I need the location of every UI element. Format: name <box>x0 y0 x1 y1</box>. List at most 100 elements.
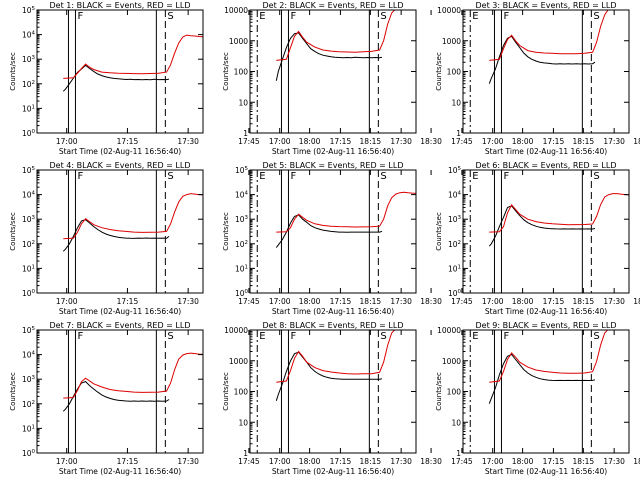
plot-frame <box>462 329 630 454</box>
x-tick-label: 17:30 <box>390 457 412 466</box>
marker-letter-e: E <box>472 331 478 342</box>
x-tick-label: 17:15 <box>330 137 352 146</box>
panel-title: Det 7: BLACK = Events, RED = LLD <box>50 321 191 330</box>
y-tick-label: 1000 <box>229 357 248 366</box>
x-tick-label: 17:30 <box>390 297 412 306</box>
marker-letter-f: F <box>503 171 509 182</box>
y-tick-label: 103 <box>22 215 36 224</box>
x-tick-label: 17:15 <box>330 457 352 466</box>
marker-letter-s: S <box>380 11 386 22</box>
series-line-lld <box>63 352 203 399</box>
marker-letter-s: S <box>380 331 386 342</box>
x-axis-label: Start Time (02-Aug-11 16:56:40) <box>485 467 607 476</box>
y-tick-label: 101 <box>448 264 461 273</box>
y-tick-label: 105 <box>22 326 36 335</box>
x-tick-label: 17:15 <box>330 297 352 306</box>
plot-frame <box>462 169 630 294</box>
y-tick-label: 101 <box>22 424 35 433</box>
x-tick-label: 18:15 <box>360 137 382 146</box>
series-line-events <box>488 35 596 84</box>
y-tick-label: 10 <box>238 418 248 427</box>
x-tick-label: 17:00 <box>482 137 504 146</box>
y-tick-label: 103 <box>22 55 36 64</box>
x-tick-label: 17:15 <box>543 137 565 146</box>
x-tick-label: 18:00 <box>512 457 534 466</box>
marker-letter-e: E <box>259 331 265 342</box>
y-tick-label: 101 <box>235 264 248 273</box>
x-tick-label: 17:30 <box>603 137 625 146</box>
y-tick-label: 102 <box>22 80 35 89</box>
x-tick-label: 17:00 <box>56 297 78 306</box>
marker-letter-f: F <box>503 331 509 342</box>
y-tick-label: 1 <box>243 449 248 458</box>
y-tick-label: 100 <box>22 129 36 138</box>
x-tick-label: 18:30 <box>420 137 442 146</box>
y-tick-label: 104 <box>448 191 462 200</box>
series-line-lld <box>489 193 629 233</box>
marker-letter-f: F <box>77 11 83 22</box>
x-tick-label: 17:45 <box>451 137 473 146</box>
detector-panel-7: F S E 17:00 17:15 17:30 17:45 18:00 18:15 18:30 10… <box>9 321 442 476</box>
series-line-events <box>488 353 596 404</box>
y-tick-label: 10000 <box>437 326 461 335</box>
series-line-lld <box>276 10 396 61</box>
y-axis-label: Counts/sec <box>222 372 230 411</box>
y-tick-label: 10000 <box>437 6 461 15</box>
detector-panel-4: F S E 17:00 17:15 17:30 17:45 18:00 18:15 18:30 10… <box>9 161 442 316</box>
x-tick-label: 17:30 <box>603 297 625 306</box>
marker-letter-f: F <box>290 171 296 182</box>
x-tick-label: 18:30 <box>420 297 442 306</box>
y-axis-label: Counts/sec <box>9 52 17 91</box>
panel-title: Det 3: BLACK = Events, RED = LLD <box>476 1 617 10</box>
y-tick-label: 100 <box>234 388 249 397</box>
y-tick-label: 105 <box>22 6 36 15</box>
y-tick-label: 102 <box>235 240 248 249</box>
marker-letter-s: S <box>593 171 599 182</box>
y-tick-label: 104 <box>22 191 36 200</box>
x-tick-label: 18:15 <box>573 137 595 146</box>
y-axis-label: Counts/sec <box>9 372 17 411</box>
y-tick-label: 1 <box>456 129 461 138</box>
x-tick-label: 17:15 <box>117 457 139 466</box>
marker-letter-e: E <box>472 11 478 22</box>
panel-title: Det 1: BLACK = Events, RED = LLD <box>50 1 191 10</box>
y-axis-label: Counts/sec <box>9 212 17 251</box>
x-tick-label: 17:15 <box>543 457 565 466</box>
y-axis-label: Counts/sec <box>222 52 230 91</box>
y-tick-label: 105 <box>22 166 36 175</box>
x-tick-label: 18:15 <box>573 457 595 466</box>
plot-frame <box>36 9 204 134</box>
marker-letter-s: S <box>167 11 173 22</box>
series-line-events <box>275 214 383 248</box>
y-tick-label: 10 <box>451 418 461 427</box>
marker-letter-f: F <box>503 11 509 22</box>
x-tick-label: 17:30 <box>177 297 199 306</box>
x-tick-label: 17:00 <box>56 137 78 146</box>
y-tick-label: 1000 <box>442 37 461 46</box>
x-tick-label: 17:15 <box>117 137 139 146</box>
x-tick-label: 17:00 <box>269 457 291 466</box>
y-tick-label: 10 <box>451 98 461 107</box>
series-line-lld <box>489 10 609 61</box>
x-tick-label: 18:00 <box>299 457 321 466</box>
marker-letter-e: E <box>472 171 478 182</box>
marker-letter-f: F <box>77 331 83 342</box>
series-line-lld <box>63 193 203 240</box>
y-tick-label: 1 <box>456 449 461 458</box>
marker-letter-s: S <box>167 331 173 342</box>
x-tick-label: 17:15 <box>117 297 139 306</box>
plot-frame <box>249 329 417 454</box>
x-tick-label: 18:00 <box>299 297 321 306</box>
y-tick-label: 104 <box>22 351 36 360</box>
y-axis-label: Counts/sec <box>222 212 230 251</box>
x-tick-label: 17:45 <box>451 297 473 306</box>
y-axis-label: Counts/sec <box>435 372 443 411</box>
series-line-lld <box>489 330 609 383</box>
x-tick-label: 17:30 <box>390 137 412 146</box>
series-line-lld <box>276 330 396 383</box>
plot-frame <box>36 169 204 294</box>
marker-letter-f: F <box>290 331 296 342</box>
panel-title: Det 6: BLACK = Events, RED = LLD <box>476 161 617 170</box>
panel-title: Det 5: BLACK = Events, RED = LLD <box>263 161 404 170</box>
x-tick-label: 17:00 <box>269 297 291 306</box>
